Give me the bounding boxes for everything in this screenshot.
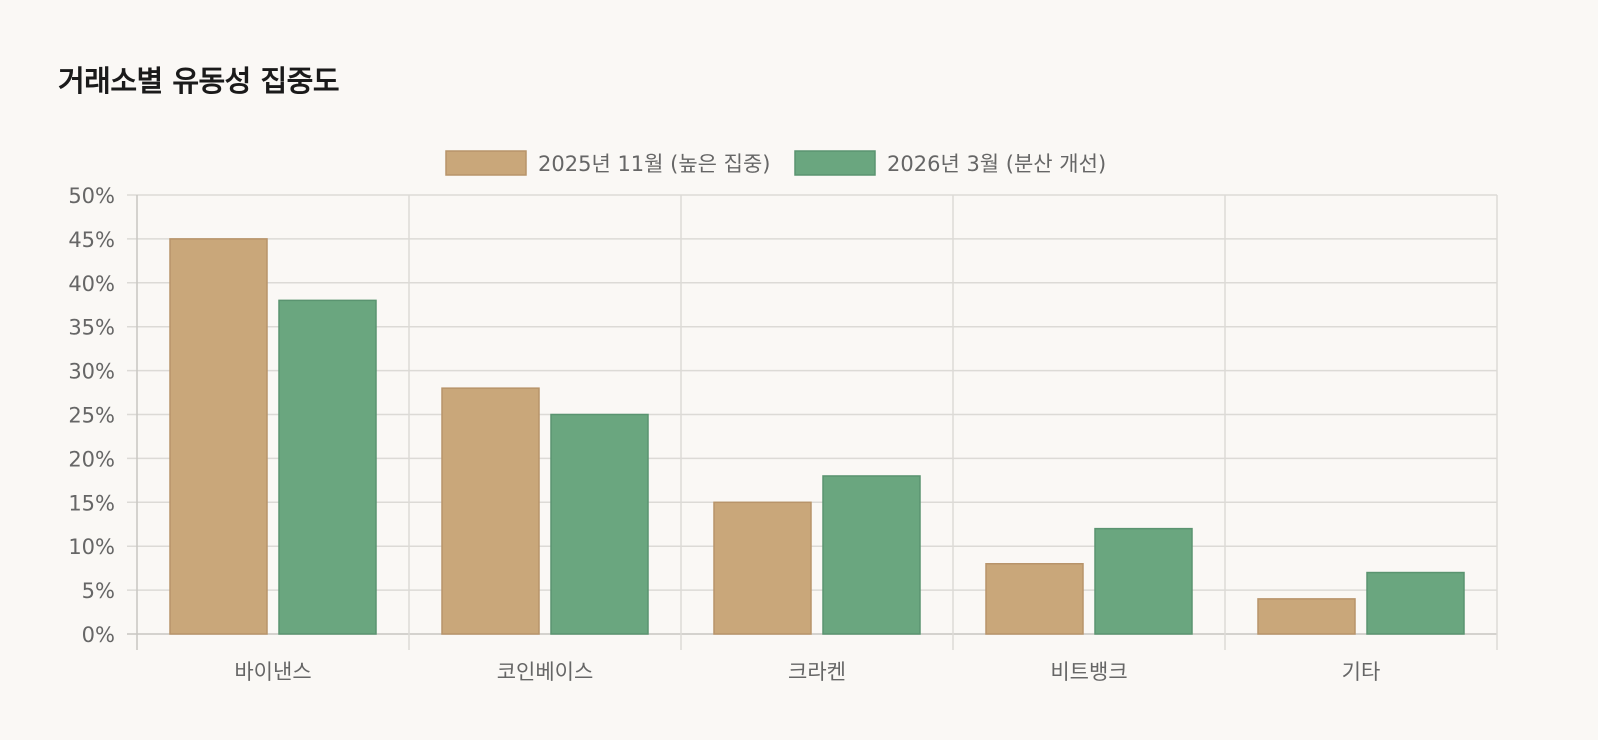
bar-mar-2026 — [1094, 527, 1193, 635]
bar-mar-2026 — [1366, 571, 1465, 635]
bar-nov-2025 — [1257, 598, 1356, 635]
y-tick-label: 30% — [68, 360, 115, 384]
legend-label: 2025년 11월 (높은 집중) — [538, 152, 771, 176]
chart-title: 거래소별 유동성 집중도 — [58, 64, 340, 98]
y-tick-label: 20% — [68, 447, 115, 471]
bar-mar-2026 — [278, 299, 377, 635]
x-tick-label: 비트뱅크 — [1050, 660, 1127, 684]
y-tick-label: 15% — [68, 491, 115, 515]
y-tick-label: 45% — [68, 228, 115, 252]
bar-mar-2026 — [822, 475, 921, 635]
legend-label: 2026년 3월 (분산 개선) — [887, 152, 1106, 176]
x-tick-label: 크라켄 — [788, 660, 846, 684]
x-tick-label: 바이낸스 — [234, 660, 311, 684]
y-tick-label: 25% — [68, 404, 115, 428]
x-tick-label: 코인베이스 — [497, 660, 594, 684]
y-tick-label: 0% — [82, 623, 115, 647]
bar-nov-2025 — [169, 238, 268, 635]
bar-nov-2025 — [985, 563, 1084, 635]
legend-swatch — [794, 150, 876, 176]
y-tick-label: 35% — [68, 316, 115, 340]
legend-swatch — [445, 150, 527, 176]
bar-nov-2025 — [441, 387, 540, 635]
bar-nov-2025 — [713, 501, 812, 635]
y-tick-label: 50% — [68, 184, 115, 208]
x-tick-label: 기타 — [1342, 660, 1381, 684]
y-tick-label: 10% — [68, 535, 115, 559]
y-tick-label: 40% — [68, 272, 115, 296]
bar-mar-2026 — [550, 413, 649, 635]
y-tick-label: 5% — [82, 579, 115, 603]
